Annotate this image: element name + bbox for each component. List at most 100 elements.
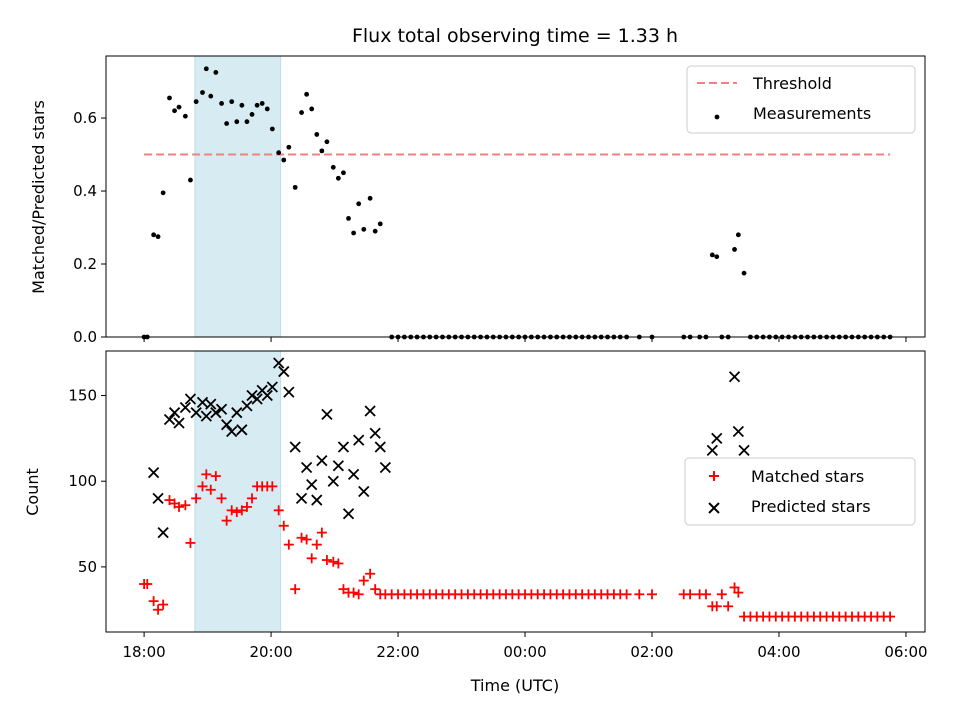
predicted-star-point	[278, 365, 290, 378]
measurement-point	[341, 170, 346, 176]
matched-star-point	[278, 520, 289, 531]
measurement-point	[203, 66, 209, 72]
bottom-legend: Matched stars Predicted stars	[684, 457, 916, 526]
measurement-point	[151, 232, 157, 238]
legend-predicted-swatch	[708, 502, 720, 514]
predicted-star-point	[147, 467, 160, 479]
matched-star-point	[236, 505, 247, 516]
measurement-point	[269, 126, 275, 132]
matched-star-point	[174, 501, 185, 512]
bottom-panel: 50 100 150 18:00 20:00 22:00 00:00 02:00 04:00 0…	[23, 350, 928, 695]
measurement-point	[281, 157, 287, 163]
matched-star-point	[210, 471, 221, 482]
measurement-point	[188, 177, 193, 183]
matched-star-point	[328, 556, 339, 567]
matched-star-point	[283, 539, 294, 550]
matched-star-point	[296, 532, 307, 543]
matched-star-point	[231, 507, 242, 518]
measurement-point	[372, 228, 378, 234]
matched-star-point	[700, 589, 711, 600]
matched-star-point	[348, 587, 359, 598]
bottom-legend-box	[684, 457, 916, 526]
measurement-point	[324, 139, 330, 145]
measurement-point	[299, 110, 304, 115]
measurement-point	[735, 232, 741, 238]
matched-star-point	[321, 555, 332, 566]
legend-threshold-label: Threshold	[752, 74, 832, 93]
predicted-star-point	[289, 441, 301, 453]
x-tick-label: 20:00	[249, 643, 292, 661]
bottom-y-tick-label: 150	[68, 387, 97, 405]
top-y-ticks: 0.0 0.2 0.4 0.6	[73, 109, 106, 346]
predicted-star-point	[369, 427, 381, 439]
predicted-star-point	[173, 417, 185, 429]
legend-matched-swatch	[709, 471, 719, 481]
measurement-point	[330, 164, 336, 170]
matched-star-point	[723, 601, 734, 612]
measurement-point	[319, 148, 325, 154]
measurement-point	[741, 270, 747, 276]
predicted-star-point	[226, 425, 238, 438]
predicted-star-point	[342, 508, 355, 520]
predicted-star-point	[374, 441, 386, 453]
measurement-point	[193, 99, 199, 105]
top-panel: 0.0 0.2 0.4 0.6 Matched/Predicted stars Thr…	[29, 55, 926, 346]
matched-star-point	[226, 505, 237, 516]
predicted-star-point	[295, 492, 308, 504]
predicted-star-point	[251, 393, 263, 405]
x-tick-label: 22:00	[376, 643, 419, 661]
predicted-star-point	[179, 401, 191, 414]
measurement-point	[234, 119, 240, 125]
matched-star-point	[158, 599, 169, 610]
measurement-point	[709, 252, 715, 258]
measurement-point	[309, 106, 315, 112]
measurement-point	[208, 93, 214, 99]
predicted-star-point	[321, 408, 333, 421]
measurement-point	[244, 119, 250, 125]
x-tick-label: 06:00	[884, 643, 927, 661]
predicted-star-point	[283, 386, 295, 398]
matched-star-point	[306, 553, 317, 564]
predicted-star-point	[738, 444, 750, 457]
measurement-point	[224, 121, 230, 126]
top-y-tick-label: 0.2	[73, 255, 97, 273]
measurement-point	[314, 132, 320, 137]
measurement-point	[367, 195, 373, 201]
measurement-point	[276, 150, 282, 156]
matched-star-point	[358, 575, 369, 586]
measurement-point	[264, 106, 270, 112]
matched-star-point	[729, 582, 740, 593]
predicted-star-point	[163, 413, 176, 426]
predicted-star-point	[316, 455, 328, 467]
legend-measurements-label: Measurements	[753, 104, 871, 123]
predicted-star-point	[236, 424, 248, 436]
matched-star-point	[180, 500, 191, 511]
predicted-star-point	[210, 407, 222, 419]
predicted-star-point	[205, 398, 217, 410]
measurement-point	[361, 226, 367, 232]
measurement-point	[304, 91, 310, 97]
predicted-star-point	[327, 475, 339, 487]
measurement-point	[160, 190, 166, 196]
predicted-star-point	[266, 381, 278, 393]
legend-predicted-label: Predicted stars	[751, 497, 871, 516]
predicted-star-point	[306, 479, 318, 491]
predicted-star-point	[728, 371, 741, 383]
matched-star-point	[634, 589, 645, 600]
matched-star-point	[353, 589, 364, 600]
predicted-star-point	[358, 485, 370, 498]
matched-star-point	[311, 539, 322, 550]
matched-star-point	[205, 484, 216, 495]
measurement-point	[714, 254, 720, 260]
measurement-point	[167, 95, 172, 101]
bottom-axes-frame	[105, 350, 926, 633]
matched-star-point	[365, 568, 376, 579]
x-axis-label: Time (UTC)	[470, 676, 559, 695]
predicted-star-point	[184, 393, 197, 405]
matched-star-point	[142, 579, 153, 590]
bottom-y-tick-label: 100	[68, 472, 97, 490]
matched-star-point	[273, 505, 284, 516]
matched-star-point	[290, 584, 301, 595]
matched-star-point	[164, 495, 175, 506]
legend-matched-label: Matched stars	[751, 467, 864, 486]
